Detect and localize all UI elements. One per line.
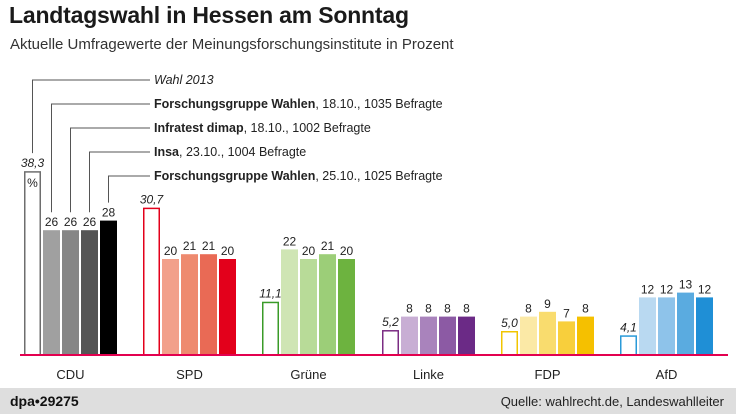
value-label-grüne-3: 21 (321, 239, 335, 253)
value-label-linke-0: 5,2 (382, 315, 399, 329)
value-label-fdp-2: 9 (544, 297, 551, 311)
value-label-fdp-0: 5,0 (501, 316, 518, 330)
bar-cdu-series-3 (81, 230, 98, 355)
bar-spd-series-3 (200, 254, 217, 355)
bar-linke-series-2 (420, 316, 437, 355)
value-label-fdp-4: 8 (582, 302, 589, 316)
bar-fdp-wahl-2013 (501, 331, 518, 356)
value-label-grüne-0: 11,1 (259, 287, 281, 301)
category-label-fdp: FDP (535, 367, 561, 382)
bar-grüne-series-1 (281, 249, 298, 355)
bar-grüne-wahl-2013 (262, 301, 279, 356)
value-label-afd-4: 12 (698, 282, 712, 296)
bar-spd-series-2 (181, 254, 198, 355)
value-label-spd-2: 21 (183, 239, 197, 253)
value-label-grüne-4: 20 (340, 244, 354, 258)
value-label-linke-2: 8 (425, 302, 432, 316)
percent-unit-label: % (27, 176, 38, 190)
bar-fdp-series-2 (539, 311, 556, 355)
legend-leader-line-4 (108, 175, 150, 203)
category-label-grüne: Grüne (290, 367, 326, 382)
value-label-afd-1: 12 (641, 282, 655, 296)
legend-entry-source-2: Infratest dimap (154, 121, 244, 135)
category-label-afd: AfD (656, 367, 678, 382)
value-label-fdp-1: 8 (525, 302, 532, 316)
bar-afd-series-4 (696, 297, 713, 355)
legend-leader-line-2 (70, 127, 150, 213)
bar-grüne-series-4 (338, 259, 355, 355)
legend-entry-0: Wahl 2013 (154, 73, 214, 87)
bar-linke-series-4 (458, 316, 475, 355)
legend-entry-detail-3: , 23.10., 1004 Befragte (179, 145, 306, 159)
category-label-spd: SPD (176, 367, 203, 382)
value-label-grüne-2: 20 (302, 244, 316, 258)
value-label-spd-3: 21 (202, 239, 216, 253)
legend-entry-source-1: Forschungsgruppe Wahlen (154, 97, 315, 111)
bar-spd-wahl-2013 (143, 207, 160, 356)
value-label-cdu-2: 26 (64, 215, 78, 229)
bar-linke-series-1 (401, 316, 418, 355)
legend-entry-source-3: Insa (154, 145, 180, 159)
bar-grüne-series-2 (300, 259, 317, 355)
bar-cdu-series-2 (62, 230, 79, 355)
source-note: Quelle: wahlrecht.de, Landeswahlleiter (500, 394, 724, 409)
bar-spd-series-4 (219, 259, 236, 355)
legend-leader-line-3 (89, 151, 150, 213)
value-label-linke-4: 8 (463, 302, 470, 316)
legend-entry-detail-4: , 25.10., 1025 Befragte (315, 169, 442, 183)
bar-afd-series-2 (658, 297, 675, 355)
value-label-spd-1: 20 (164, 244, 178, 258)
legend-entry-2: Infratest dimap, 18.10., 1002 Befragte (154, 121, 371, 135)
value-label-spd-0: 30,7 (140, 193, 165, 207)
bar-fdp-series-4 (577, 316, 594, 355)
legend-leader-line-1 (51, 103, 150, 213)
value-label-afd-3: 13 (679, 278, 693, 292)
legend-leader-line-0 (32, 79, 150, 154)
legend-entry-3: Insa, 23.10., 1004 Befragte (154, 145, 306, 159)
dpa-credit: dpa•29275 (10, 393, 79, 409)
value-label-linke-1: 8 (406, 302, 413, 316)
legend-entry-detail-1: , 18.10., 1035 Befragte (315, 97, 442, 111)
bar-linke-series-3 (439, 316, 456, 355)
chart-subtitle: Aktuelle Umfragewerte der Meinungsforsch… (10, 36, 454, 53)
value-label-cdu-1: 26 (45, 215, 59, 229)
legend-entry-detail-0: Wahl 2013 (154, 73, 214, 87)
value-label-afd-0: 4,1 (620, 320, 637, 334)
bar-afd-wahl-2013 (620, 335, 637, 356)
value-label-cdu-4: 28 (102, 206, 116, 220)
legend-entry-detail-2: , 18.10., 1002 Befragte (244, 121, 371, 135)
category-label-linke: Linke (413, 367, 444, 382)
bar-cdu-series-4 (100, 220, 117, 355)
legend-entry-source-4: Forschungsgruppe Wahlen (154, 169, 315, 183)
bar-spd-series-1 (162, 259, 179, 355)
value-label-cdu-0: 38,3 (21, 156, 45, 170)
value-label-cdu-3: 26 (83, 215, 97, 229)
legend-entry-4: Forschungsgruppe Wahlen, 25.10., 1025 Be… (154, 169, 443, 183)
bar-fdp-series-1 (520, 316, 537, 355)
value-label-spd-4: 20 (221, 244, 235, 258)
value-label-linke-3: 8 (444, 302, 451, 316)
value-label-fdp-3: 7 (563, 306, 570, 320)
chart-title: Landtagswahl in Hessen am Sonntag (9, 2, 409, 28)
bar-cdu-series-1 (43, 230, 60, 355)
bar-afd-series-3 (677, 292, 694, 355)
value-label-afd-2: 12 (660, 282, 674, 296)
value-label-grüne-1: 22 (283, 234, 297, 248)
bar-linke-wahl-2013 (382, 330, 399, 356)
footer-bar (0, 388, 736, 414)
legend-entry-1: Forschungsgruppe Wahlen, 18.10., 1035 Be… (154, 97, 443, 111)
bar-grüne-series-3 (319, 254, 336, 355)
category-label-cdu: CDU (56, 367, 84, 382)
bar-afd-series-1 (639, 297, 656, 355)
bar-cdu-wahl-2013 (24, 171, 41, 356)
bar-chart: 38,3 26 26 26 28 CDU 30,7 20 21 21 20 SPD 11,1 22 20 21… (20, 73, 728, 382)
bar-fdp-series-3 (558, 321, 575, 355)
